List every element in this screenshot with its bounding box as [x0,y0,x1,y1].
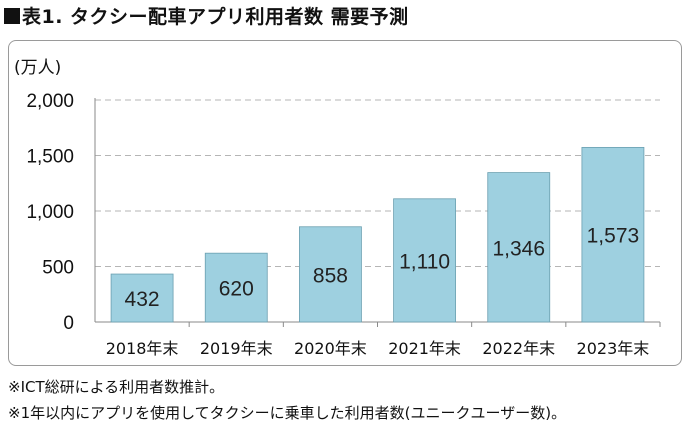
y-unit-label: (万人) [14,58,61,78]
bar-value-label: 620 [219,278,254,301]
bar-value-label: 1,110 [399,250,450,273]
x-category-label: 2018年末 [106,339,179,358]
footnote-source: ※ICT総研による利用者数推計。 [8,378,225,396]
bar [204,252,268,323]
chart-title: 表1. タクシー配車アプリ利用者数 需要予測 [4,2,409,29]
y-tick-label: 1,000 [26,202,74,223]
x-category-label: 2021年末 [388,339,461,358]
bar-value-label: 1,573 [587,225,640,248]
y-tick-label: 500 [42,258,74,279]
bar [487,172,551,323]
bar-value-label: 858 [313,264,348,287]
bar-value-label: 432 [125,288,160,311]
bar [393,198,456,323]
bar-value-label: 1,346 [492,237,545,260]
y-tick-label: 1,500 [26,147,74,168]
x-category-label: 2022年末 [482,339,555,358]
y-tick-label: 0 [63,313,74,334]
x-category-label: 2019年末 [200,339,273,358]
bar [110,273,174,323]
chart-title-text: 表1. タクシー配車アプリ利用者数 需要予測 [22,6,409,28]
square-bullet-icon [4,8,20,24]
x-category-label: 2020年末 [294,339,367,358]
x-category-label: 2023年末 [577,339,650,358]
bar [581,146,645,323]
y-tick-label: 2,000 [26,91,74,112]
footnote-definition: ※1年以内にアプリを使用してタクシーに乗車した利用者数(ユニークユーザー数)。 [8,404,567,422]
bar [299,226,362,323]
